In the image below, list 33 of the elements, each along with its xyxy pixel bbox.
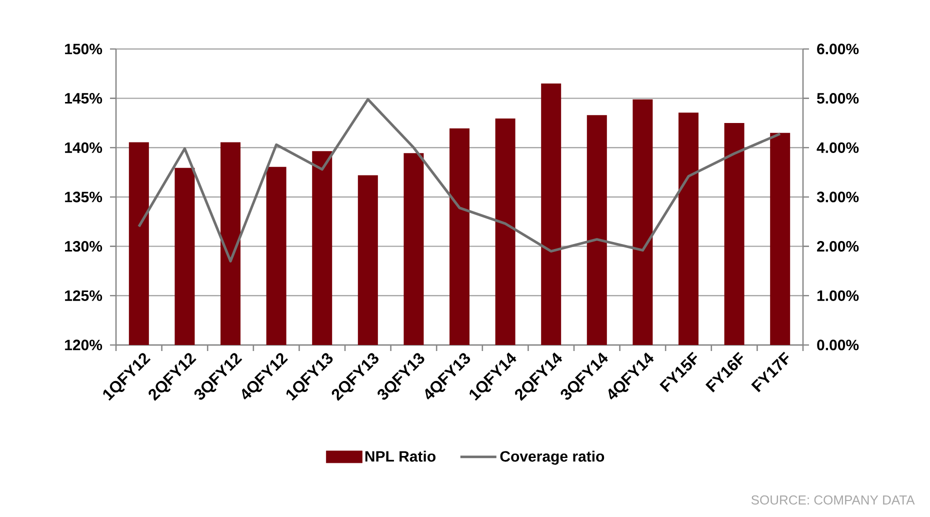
bar <box>174 168 195 345</box>
y-tick-label: 125% <box>65 290 102 301</box>
bar <box>266 166 286 345</box>
y-tick-label: 130% <box>65 241 102 252</box>
y2-tick-label: 4.00% <box>816 142 859 153</box>
y2-tick-label: 2.00% <box>817 241 859 252</box>
bar <box>586 115 607 345</box>
bar <box>541 84 562 345</box>
legend-label: Coverage ratio <box>500 450 604 465</box>
bar <box>450 128 470 345</box>
y-tick-label: 120% <box>65 340 102 350</box>
bar <box>404 153 424 345</box>
bar <box>770 132 790 345</box>
bar <box>358 175 378 345</box>
y2-tick-label: 3.00% <box>816 192 859 202</box>
bar <box>495 118 516 345</box>
line-series <box>138 98 782 262</box>
legend-label: NPL Ratio <box>365 450 436 462</box>
bar <box>678 112 698 345</box>
y2-tick-label: 6.00% <box>817 44 859 54</box>
y-tick-label: 145% <box>65 93 102 104</box>
y-tick-label: 150% <box>65 44 102 54</box>
bar <box>632 99 653 345</box>
bar <box>220 142 241 345</box>
y-tick-label: 135% <box>65 192 102 202</box>
bar <box>724 122 744 345</box>
y2-tick-label: 0.00% <box>817 340 859 350</box>
bar <box>312 151 332 345</box>
y-tick-label: 140% <box>65 142 102 153</box>
source-note: SOURCE: COMPANY DATA <box>751 495 915 505</box>
y2-tick-label: 1.00% <box>817 290 859 301</box>
bar <box>128 142 149 345</box>
y2-tick-label: 5.00% <box>816 93 859 104</box>
